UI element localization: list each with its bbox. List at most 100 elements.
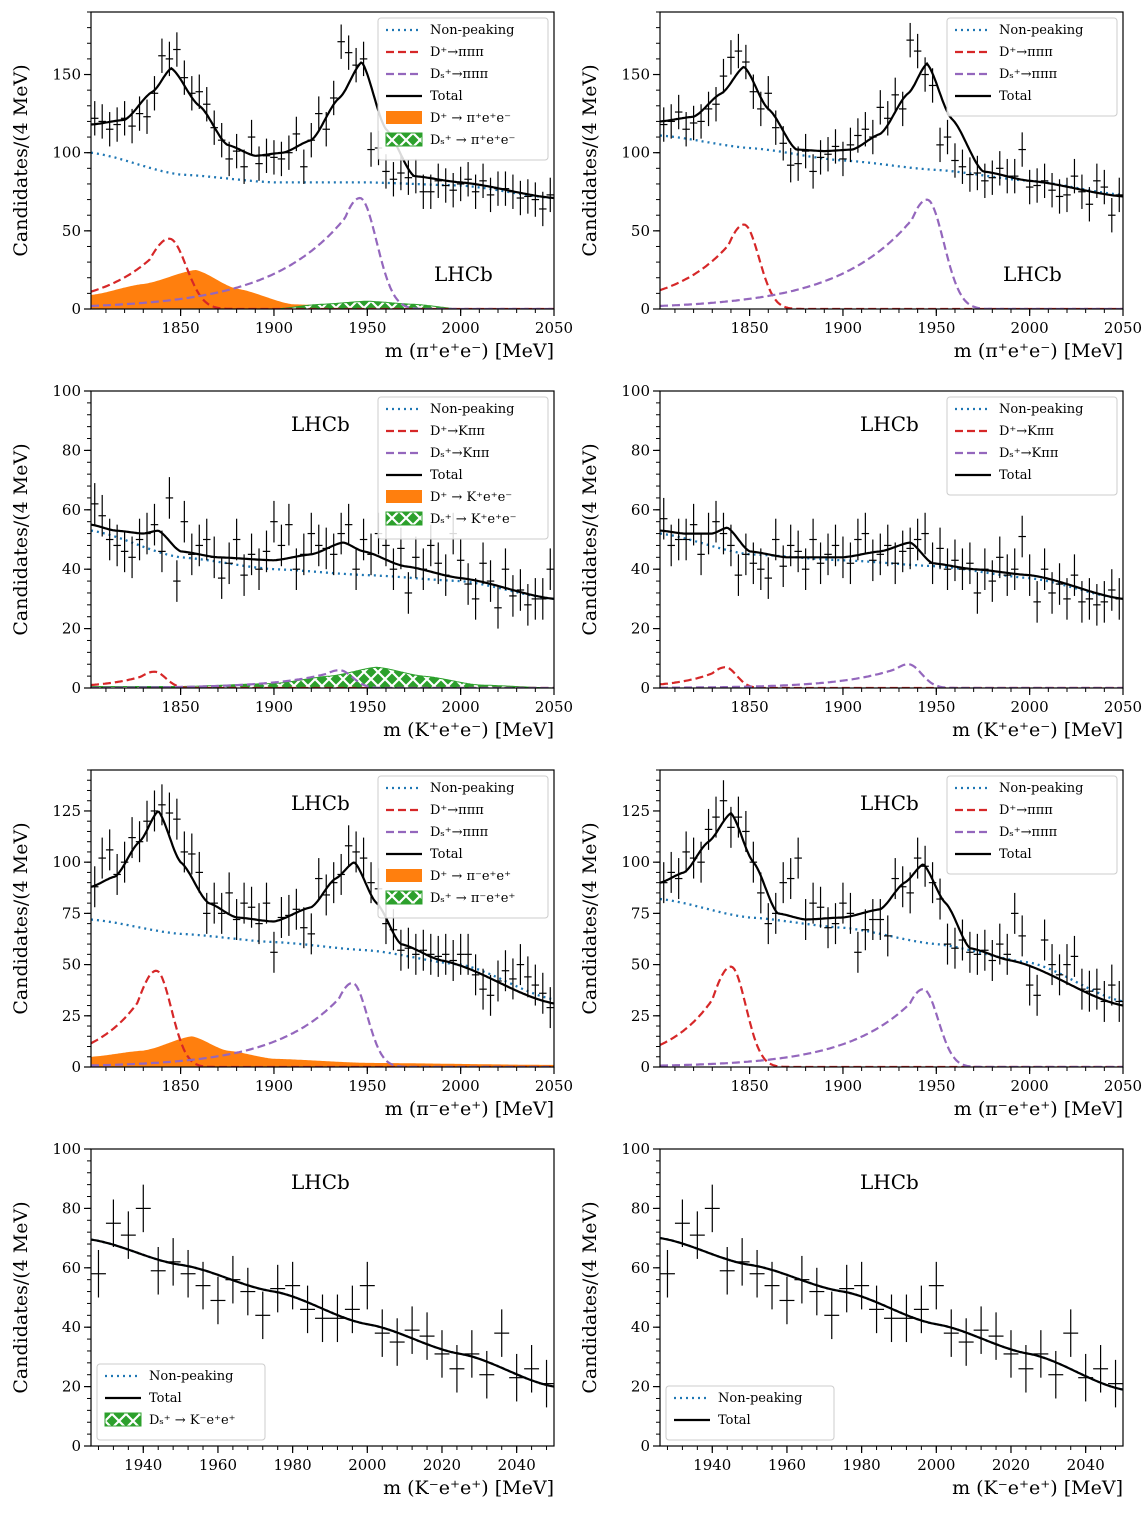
data-point	[195, 524, 204, 567]
data-point	[794, 530, 802, 573]
axes-frame	[90, 390, 555, 689]
data-point	[135, 518, 144, 561]
data-point	[322, 874, 330, 916]
data-point	[195, 851, 204, 893]
data-point	[419, 174, 428, 209]
y-tick-label: 75	[631, 904, 650, 922]
y-tick-label: 0	[71, 1437, 81, 1455]
data-point	[285, 1261, 301, 1310]
data-point	[546, 987, 554, 1029]
data-point	[120, 530, 129, 573]
legend-label: Dₛ⁺→πππ	[430, 825, 489, 840]
y-axis-label: Candidates/(4 MeV)	[579, 64, 601, 256]
data-point	[494, 587, 502, 629]
y-tick-label: 100	[621, 853, 650, 871]
data-point	[91, 101, 99, 136]
data-point	[315, 96, 323, 131]
legend-entry-total: Total	[105, 1391, 182, 1406]
data-point	[1055, 954, 1064, 996]
legend-entry-ds: Dₛ⁺→πππ	[386, 67, 489, 82]
data-point	[757, 548, 765, 590]
y-axis-label: Candidates/(4 MeV)	[579, 443, 601, 635]
data-point	[854, 931, 862, 973]
y-tick-label: 0	[640, 1058, 650, 1076]
y-tick-label: 20	[631, 1378, 650, 1396]
data-point	[494, 1309, 510, 1357]
y-tick-label: 80	[631, 441, 650, 459]
chart-panel-p2: 1850 1900 1950 2000 2050 0 50 100 150 Candidates/…	[579, 11, 1142, 362]
data-point	[764, 903, 773, 945]
data-point	[801, 548, 810, 590]
data-point	[1055, 563, 1064, 605]
axes-frame	[659, 11, 1124, 310]
chart-panel-p3: 1850 1900 1950 2000 2050 0 20 40 60 80 100 Candidat…	[10, 382, 573, 741]
x-tick-label: 2000	[1011, 698, 1049, 716]
legend-label: Dₛ⁺→Kππ	[999, 446, 1059, 461]
legend-label: Dₛ⁺ → π⁺e⁺e⁻	[430, 133, 515, 148]
y-tick-label: 25	[631, 1007, 650, 1025]
data-point	[861, 909, 870, 951]
data-point	[794, 146, 802, 181]
data-point	[300, 149, 308, 184]
plot-area	[660, 497, 1123, 688]
data-point	[232, 133, 241, 169]
data-point	[1085, 578, 1094, 620]
data-point	[173, 798, 181, 840]
legend: Non-peaking D⁺→πππ Dₛ⁺→πππ Total	[946, 775, 1118, 875]
data-point	[1070, 935, 1079, 977]
data-point	[240, 149, 248, 184]
data-point	[988, 560, 997, 602]
data-point	[786, 858, 795, 900]
plot-area	[660, 1184, 1123, 1408]
data-point	[660, 1249, 675, 1298]
data-point	[456, 166, 465, 202]
data-point	[307, 913, 316, 955]
x-tick-label: 1850	[162, 698, 200, 716]
y-tick-label: 50	[62, 222, 81, 240]
legend: Non-peaking D⁺→πππ Dₛ⁺→πππ Total	[946, 17, 1118, 117]
legend-entry-total: Total	[386, 89, 463, 104]
y-tick-label: 80	[62, 1199, 81, 1217]
data-point	[434, 935, 442, 977]
plot-area	[660, 22, 1123, 309]
y-tick-label: 20	[62, 620, 81, 638]
x-tick-label: 1950	[348, 319, 386, 337]
data-point	[524, 956, 532, 998]
data-point	[913, 518, 922, 561]
data-point	[943, 119, 952, 155]
legend-entry-dplus: D⁺→πππ	[955, 803, 1053, 818]
y-tick-label: 50	[631, 956, 650, 974]
data-point	[1078, 174, 1086, 209]
data-point	[150, 503, 159, 546]
x-tick-label: 1850	[731, 698, 769, 716]
data-point	[546, 177, 554, 213]
y-axis-label: Candidates/(4 MeV)	[579, 822, 601, 1014]
legend-label: D⁺ → K⁺e⁺e⁻	[430, 490, 512, 505]
data-point	[1048, 1350, 1064, 1399]
ds-misid-curve	[660, 663, 1123, 688]
data-point	[704, 808, 713, 850]
y-tick-label: 100	[52, 853, 81, 871]
data-point	[906, 22, 914, 58]
x-tick-label: 1950	[917, 1077, 955, 1095]
legend-swatch	[386, 490, 422, 503]
x-tick-label: 2050	[535, 698, 573, 716]
data-point	[292, 888, 301, 930]
data-point	[712, 87, 720, 122]
data-point	[719, 1247, 735, 1295]
data-point	[764, 557, 773, 599]
data-point	[839, 1264, 855, 1313]
data-point	[225, 872, 233, 914]
data-point	[884, 1294, 899, 1343]
signal-ds-area	[91, 300, 554, 309]
data-point	[173, 560, 181, 602]
legend-label: D⁺→πππ	[430, 803, 484, 818]
legend-label: D⁺ → π⁻e⁺e⁺	[430, 869, 511, 884]
lhcb-label: LHCb	[291, 791, 350, 815]
data-point	[749, 1249, 765, 1298]
data-point	[404, 572, 413, 614]
legend-box	[946, 775, 1118, 875]
plot-area	[91, 784, 554, 1067]
